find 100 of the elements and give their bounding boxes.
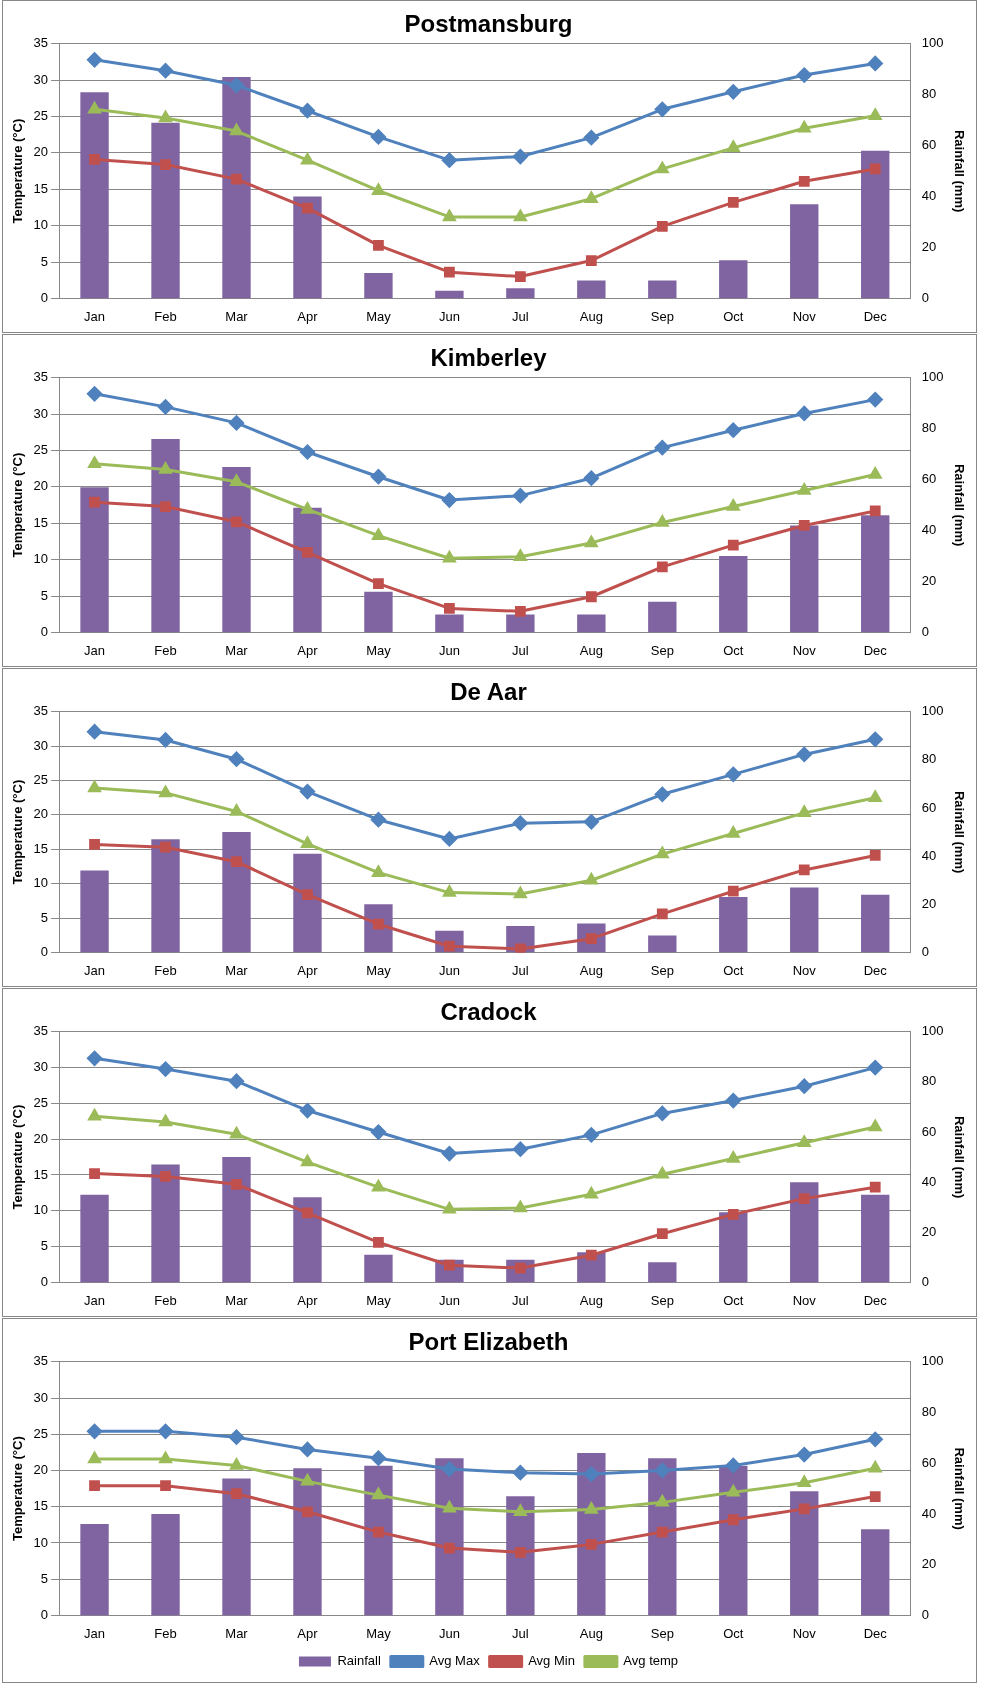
legend-label: Avg temp xyxy=(623,1653,679,1669)
y2-tick-label: 80 xyxy=(921,1404,937,1420)
point xyxy=(727,1485,740,1497)
y-axis-title: Temperature (°C) xyxy=(10,118,26,224)
bar xyxy=(790,204,819,299)
bar xyxy=(151,839,180,953)
y-tick-label: 25 xyxy=(33,1425,49,1441)
point xyxy=(727,1151,740,1163)
y2-tick-label: 0 xyxy=(921,1606,929,1622)
y-tick-label: 0 xyxy=(40,1273,49,1289)
point xyxy=(725,1093,741,1109)
y2-axis-title: Rainfall (mm) xyxy=(951,129,967,213)
y-tick-label: 20 xyxy=(33,478,49,494)
point xyxy=(869,850,881,861)
point xyxy=(514,1504,527,1517)
y2-tick-label: 20 xyxy=(921,1556,937,1572)
bar xyxy=(861,1529,890,1616)
point xyxy=(87,1050,103,1066)
x-tick-label: Apr xyxy=(297,1292,319,1308)
y2-axis-title: Rainfall (mm) xyxy=(951,1447,967,1530)
point xyxy=(159,785,172,798)
point xyxy=(798,520,810,531)
point xyxy=(441,152,457,168)
y-tick-label: 10 xyxy=(33,551,49,567)
y-tick-label: 10 xyxy=(33,1534,49,1550)
x-tick-label: Mar xyxy=(225,1625,249,1641)
bar xyxy=(364,1465,393,1616)
y-tick-label: 10 xyxy=(33,875,49,891)
x-tick-label: May xyxy=(366,308,392,324)
point xyxy=(797,483,811,495)
x-tick-label: Jan xyxy=(84,308,106,324)
y2-tick-label: 60 xyxy=(921,1454,937,1470)
x-tick-label: Nov xyxy=(792,1292,817,1308)
point xyxy=(87,1423,103,1439)
point xyxy=(87,724,103,740)
point xyxy=(867,392,883,408)
point xyxy=(727,1514,739,1526)
point xyxy=(796,67,812,83)
point xyxy=(727,1208,739,1220)
point xyxy=(299,103,315,119)
bar xyxy=(293,853,322,953)
bar xyxy=(80,1194,109,1283)
x-tick-label: Oct xyxy=(723,1625,744,1641)
bar xyxy=(293,1468,322,1616)
x-tick-label: Jan xyxy=(84,1625,106,1641)
y2-tick-label: 0 xyxy=(921,289,929,305)
y2-tick-label: 20 xyxy=(921,239,937,255)
point xyxy=(373,918,384,930)
point xyxy=(514,943,526,953)
x-tick-label: Feb xyxy=(154,642,177,658)
y-tick-label: 25 xyxy=(33,772,49,788)
point xyxy=(796,1447,812,1463)
point xyxy=(727,140,740,153)
x-tick-label: Oct xyxy=(723,642,744,658)
bar xyxy=(719,1212,748,1283)
y-tick-label: 25 xyxy=(33,108,49,124)
y2-tick-label: 100 xyxy=(921,1023,944,1039)
x-tick-label: Jan xyxy=(84,642,106,658)
y2-axis-title: Rainfall (mm) xyxy=(951,463,967,547)
point xyxy=(370,1124,386,1140)
point xyxy=(798,1503,810,1515)
bar xyxy=(151,1164,180,1283)
x-tick-label: Mar xyxy=(225,642,249,658)
y2-tick-label: 60 xyxy=(921,1123,937,1139)
point xyxy=(441,831,457,847)
bar xyxy=(222,1478,251,1616)
bar xyxy=(222,466,251,633)
y2-tick-label: 0 xyxy=(921,623,929,639)
y-tick-label: 25 xyxy=(33,1094,49,1110)
point xyxy=(654,786,670,802)
point xyxy=(797,1475,811,1488)
point xyxy=(656,515,669,527)
point xyxy=(796,746,812,762)
x-tick-label: May xyxy=(366,1625,392,1641)
y-tick-label: 30 xyxy=(33,1059,49,1075)
point xyxy=(158,63,174,79)
point xyxy=(160,841,171,853)
point xyxy=(89,154,100,165)
x-tick-label: Aug xyxy=(579,1625,603,1641)
y2-tick-label: 60 xyxy=(921,799,937,815)
y2-tick-label: 40 xyxy=(921,188,937,204)
point xyxy=(302,202,313,214)
bar xyxy=(861,150,890,299)
point xyxy=(373,239,384,251)
x-tick-label: Jul xyxy=(512,1292,529,1308)
point xyxy=(656,908,668,920)
y2-axis-title: Rainfall (mm) xyxy=(951,790,967,874)
x-tick-label: Apr xyxy=(297,962,319,978)
point xyxy=(160,159,171,170)
x-tick-label: Feb xyxy=(154,308,177,324)
y2-tick-label: 40 xyxy=(921,1173,937,1189)
point xyxy=(727,885,739,897)
bar xyxy=(790,1182,819,1283)
bar xyxy=(435,614,464,633)
point xyxy=(727,499,740,511)
bar xyxy=(506,614,535,633)
bar xyxy=(648,601,677,633)
point xyxy=(656,161,669,174)
chart-title: Port Elizabeth xyxy=(408,1328,569,1356)
point xyxy=(88,1451,101,1464)
